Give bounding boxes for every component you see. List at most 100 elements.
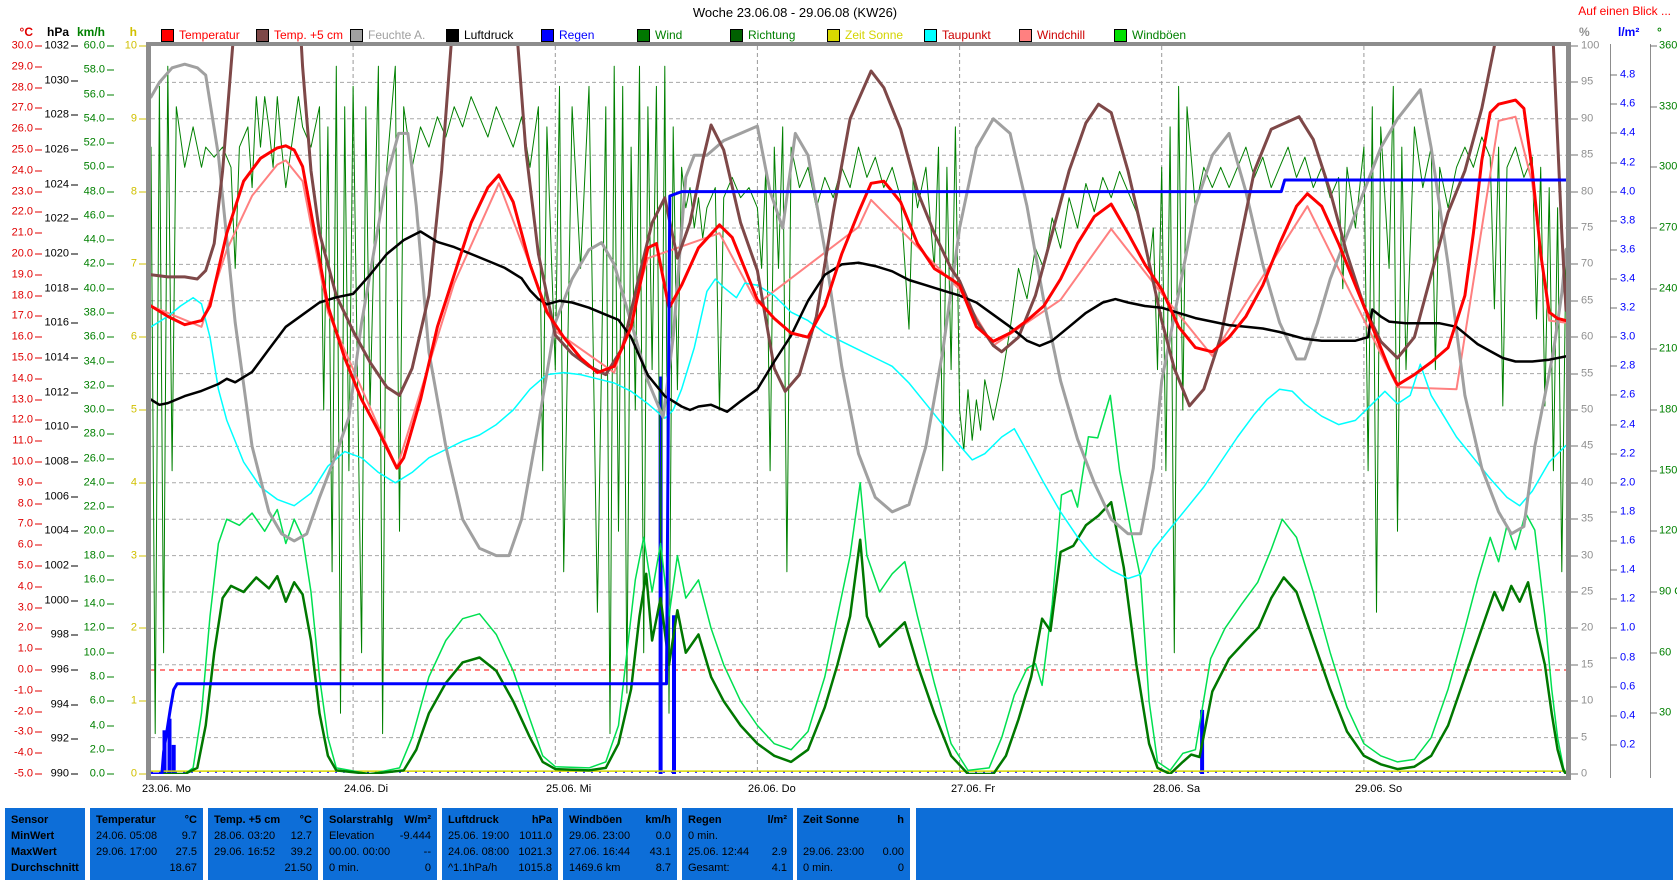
legend-color-swatch-icon [446,28,459,42]
axis-tick-label-kmh: 54.0 [83,112,105,125]
axis-tick-label-hsun: 3 [130,549,137,562]
axis-tick [35,586,42,588]
table-column-unit: °C [299,814,312,826]
axis-tick [1610,424,1617,426]
axis-tick-label-pct: 10 [1581,694,1594,707]
axis-tick [139,555,146,557]
table-column-header: Regen [688,814,722,826]
axis-tick-label-rain: 0.2 [1620,738,1636,751]
axis-tick-label-deg: 240 [1659,282,1677,295]
table-column-regen: Regen l/m² 0 min. 25.06. 12:44 2.9 Gesamt: 4.1 [682,808,793,880]
legend-item-regen[interactable]: Regen [541,28,594,42]
axis-tick [71,669,78,671]
table-cell-right: -- [423,846,431,858]
axis-tick [35,149,42,151]
axis-tick-label-temp: 29.0 [11,60,33,73]
legend-item-temperatur[interactable]: Temperatur [161,28,240,42]
axis-tick [1650,227,1657,229]
axis-tick-label-kmh: 28.0 [83,427,105,440]
axis-tick [71,288,78,290]
axis-tick [1571,773,1578,775]
table-cell-right: 2.9 [771,846,787,858]
axis-tick-label-kmh: 30.0 [83,403,105,416]
table-cell-left: 25.06. 12:44 [688,846,750,858]
axis-tick-label-kmh: 20.0 [83,524,105,537]
auf-einen-blick-link[interactable]: Auf einen Blick ... [1578,4,1671,18]
axis-tick-label-kmh: 52.0 [83,136,105,149]
axis-tick [1610,278,1617,280]
axis-tick-label-kmh: 48.0 [83,185,105,198]
axis-tick [1571,700,1578,702]
legend-item-feuchte-a-[interactable]: Feuchte A. [350,28,425,42]
table-cell-left: 0 min. [803,862,833,874]
legend-item-wind[interactable]: Wind [637,28,682,42]
axis-tick-label-temp: 17.0 [11,309,33,322]
axis-tick [71,149,78,151]
axis-tick-label-deg: 120 [1659,524,1677,537]
axis-tick-label-temp: -3.0 [14,725,33,738]
axis-tick [35,191,42,193]
axis-tick [1610,191,1617,193]
axis-tick-label-rain: 0.4 [1620,709,1636,722]
axis-tick-label-temp: 5.0 [17,559,33,572]
table-column-unit: W/m² [404,814,431,826]
axis-tick [1571,445,1578,447]
axis-tick [35,419,42,421]
legend-item-label: Richtung [748,28,796,42]
legend-item-temp-5-cm[interactable]: Temp. +5 cm [256,28,343,42]
axis-tick-label-temp: 10.0 [11,455,33,468]
axis-tick-label-temp: 28.0 [11,81,33,94]
axis-tick-label-hsun: 8 [130,185,137,198]
axis-tick-label-temp: 0.0 [17,663,33,676]
axis-tick [1650,409,1657,411]
axis-tick-label-rain: 2.8 [1620,359,1636,372]
axis-tick-label-temp: 15.0 [11,351,33,364]
axis-tick [35,731,42,733]
legend-item-label: Temperatur [179,28,240,42]
axis-tick-label-kmh: 2.0 [89,743,105,756]
table-column-header: Zeit Sonne [803,814,860,826]
axis-tick [71,218,78,220]
legend-item-richtung[interactable]: Richtung [730,28,795,42]
x-axis-label-day6: 29.06. So [1355,783,1403,795]
axis-tick [35,170,42,172]
axis-tick-label-rain: 1.4 [1620,563,1636,576]
axis-line-deg [1650,44,1651,778]
axis-tick-label-kmh: 46.0 [83,209,105,222]
table-cell-left: 25.06. 19:00 [448,830,510,842]
axis-tick-label-hsun: 0 [130,767,137,780]
legend-item-windchill[interactable]: Windchill [1019,28,1085,42]
axis-tick-label-rain: 3.4 [1620,272,1636,285]
axis-tick-label-temp: 24.0 [11,164,33,177]
axis-tick-label-kmh: 40.0 [83,282,105,295]
chart-canvas[interactable] [151,46,1566,774]
table-cell-left: 1469.6 km [569,862,621,874]
axis-tick [1650,348,1657,350]
axis-tick [1650,45,1657,47]
axis-tick [107,433,114,435]
legend-item-taupunkt[interactable]: Taupunkt [924,28,991,42]
axis-header-hsun: h [129,25,137,39]
table-cell-left: ^1.1hPa/h [448,862,498,874]
legend-item-label: Windböen [1132,28,1187,42]
axis-tick [35,399,42,401]
axis-tick-label-rain: 2.6 [1620,388,1636,401]
axis-tick-label-hpa: 1030 [44,74,69,87]
axis-tick [107,458,114,459]
axis-tick-label-hsun: 5 [130,403,137,416]
axis-tick [71,600,78,602]
legend-item-zeit-sonne[interactable]: Zeit Sonne [827,28,903,42]
table-cell-right: 21.50 [284,862,312,874]
legend-item-windb-en[interactable]: Windböen [1114,28,1186,42]
axis-tick-label-rain: 1.0 [1620,621,1636,634]
plot-area[interactable] [146,42,1571,780]
axis-tick-label-temp: 30.0 [11,39,33,52]
table-column-windb-en: Windböen km/h 29.06. 23:00 0.0 27.06. 16:44 4… [563,808,677,880]
series-richtung [151,65,1566,735]
legend-color-swatch-icon [350,28,363,42]
axis-tick [35,627,42,629]
axis-tick-label-temp: 6.0 [17,538,33,551]
legend-item-luftdruck[interactable]: Luftdruck [446,28,513,42]
axis-tick-label-hpa: 994 [50,698,69,711]
axis-tick-label-hpa: 1014 [44,351,69,364]
